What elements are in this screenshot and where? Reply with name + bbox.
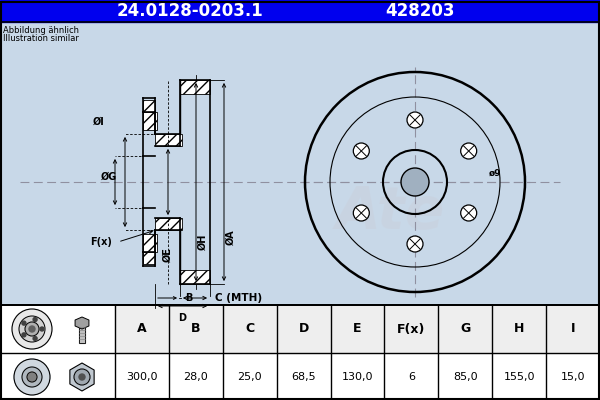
Text: 130,0: 130,0 (342, 372, 373, 382)
Text: H: H (514, 322, 524, 336)
Text: 15,0: 15,0 (561, 372, 586, 382)
Polygon shape (70, 363, 94, 391)
Circle shape (33, 318, 37, 322)
Circle shape (407, 112, 423, 128)
Circle shape (27, 372, 37, 382)
Circle shape (353, 205, 370, 221)
Text: 155,0: 155,0 (503, 372, 535, 382)
Bar (79, 323, 85, 343)
Text: C (MTH): C (MTH) (215, 293, 262, 303)
Bar (0, 305, 600, 400)
Text: 25,0: 25,0 (238, 372, 262, 382)
Text: 24.0128-0203.1: 24.0128-0203.1 (116, 2, 263, 20)
Text: D: D (298, 322, 309, 336)
Circle shape (79, 374, 85, 380)
Bar (0, 305, 600, 400)
Text: F(x): F(x) (397, 322, 425, 336)
Circle shape (461, 143, 476, 159)
Bar (0, 22, 600, 305)
Circle shape (407, 236, 423, 252)
Circle shape (353, 143, 370, 159)
Text: 300,0: 300,0 (126, 372, 158, 382)
Circle shape (22, 333, 26, 337)
Circle shape (14, 359, 50, 395)
Polygon shape (180, 270, 210, 284)
Polygon shape (155, 218, 182, 230)
Text: 68,5: 68,5 (291, 372, 316, 382)
Circle shape (33, 336, 37, 340)
Text: F(x): F(x) (90, 237, 112, 247)
Text: Illustration similar: Illustration similar (3, 34, 79, 43)
Text: B: B (191, 322, 200, 336)
Text: ØI: ØI (93, 117, 105, 127)
Text: ØA: ØA (226, 229, 236, 245)
Text: ØH: ØH (198, 234, 208, 250)
Text: I: I (571, 322, 575, 336)
Circle shape (19, 316, 45, 342)
Circle shape (74, 369, 90, 385)
Circle shape (40, 327, 44, 331)
Bar (115, 305, 600, 353)
Text: G: G (460, 322, 470, 336)
Circle shape (461, 205, 476, 221)
Text: A: A (137, 322, 147, 336)
Text: 85,0: 85,0 (453, 372, 478, 382)
Bar (0, 22, 600, 305)
Polygon shape (180, 80, 210, 94)
Circle shape (401, 168, 429, 196)
Text: B: B (185, 293, 193, 303)
Text: E: E (353, 322, 362, 336)
Text: ØE: ØE (163, 247, 173, 262)
Text: ø9: ø9 (489, 169, 502, 178)
Text: 428203: 428203 (385, 2, 455, 20)
Circle shape (25, 322, 39, 336)
Circle shape (22, 367, 42, 387)
Text: 6: 6 (408, 372, 415, 382)
Circle shape (22, 321, 26, 325)
Polygon shape (75, 317, 89, 329)
Polygon shape (143, 234, 157, 252)
Polygon shape (155, 134, 182, 146)
Text: ØG: ØG (101, 172, 117, 182)
Text: 28,0: 28,0 (184, 372, 208, 382)
Text: Abbildung ähnlich: Abbildung ähnlich (3, 26, 79, 35)
Circle shape (29, 326, 35, 332)
Polygon shape (143, 252, 155, 264)
Polygon shape (143, 100, 155, 112)
Bar (0, 0, 600, 22)
Bar (79, 323, 85, 343)
Polygon shape (143, 112, 157, 130)
Text: C: C (245, 322, 254, 336)
Circle shape (12, 309, 52, 349)
Text: Ate: Ate (335, 184, 445, 240)
Text: D: D (179, 313, 187, 323)
